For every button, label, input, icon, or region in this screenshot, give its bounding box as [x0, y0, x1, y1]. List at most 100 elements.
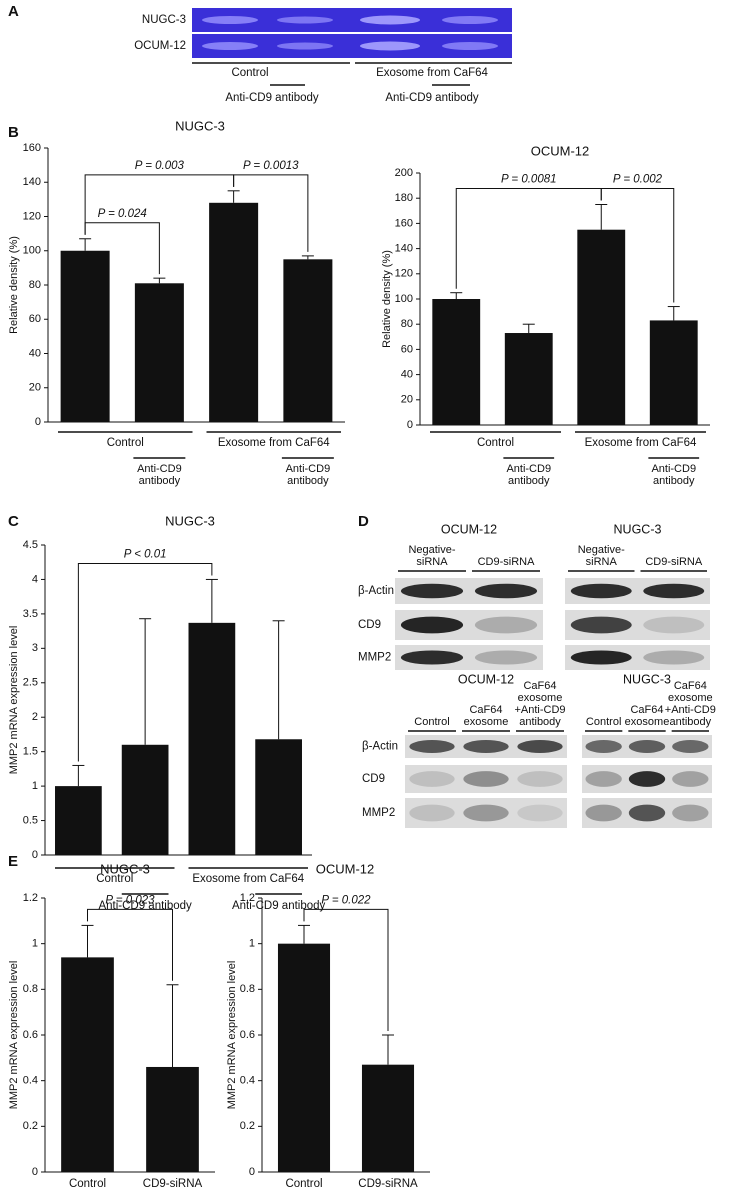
chart-title: NUGC-3	[165, 513, 215, 528]
y-tick-label: 0	[32, 1166, 38, 1178]
blot-band	[570, 583, 632, 599]
blot-column-label: CaF64 exosome	[624, 704, 670, 728]
y-axis-title: MMP2 mRNA expression level	[226, 961, 238, 1110]
blot-column-label: CD9-siRNA	[477, 556, 535, 568]
significance-bracket	[455, 188, 602, 289]
x-tick-label: Control	[69, 1178, 106, 1190]
bar	[209, 202, 259, 422]
y-tick-label: 3	[32, 642, 38, 654]
group-label: Exosome from CaF64	[585, 437, 697, 449]
y-tick-label: 0	[407, 419, 413, 431]
y-tick-label: 0.4	[240, 1075, 255, 1087]
bar	[283, 259, 333, 422]
group-label: Exosome from CaF64	[192, 873, 304, 885]
blot-band	[463, 771, 509, 787]
significance-bracket	[84, 174, 235, 235]
blot-band	[400, 583, 464, 599]
blot-band	[672, 771, 709, 787]
panel-label: C	[8, 513, 19, 530]
group-label: Control	[477, 437, 514, 449]
y-tick-label: 180	[395, 192, 413, 204]
y-tick-label: 1	[249, 938, 255, 950]
blot-row-label: MMP2	[362, 807, 395, 819]
y-tick-label: 1.2	[240, 892, 255, 904]
blot-title: OCUM-12	[441, 522, 497, 536]
blot-band	[570, 650, 632, 665]
significance-bracket	[87, 908, 173, 981]
blot-band	[672, 740, 709, 753]
blot-row-label: β-Actin	[358, 585, 394, 597]
y-tick-label: 0.8	[23, 983, 38, 995]
y-tick-label: 200	[395, 167, 413, 179]
y-tick-label: 60	[29, 313, 41, 325]
chart-title: OCUM-12	[316, 861, 375, 876]
y-tick-label: 1	[32, 938, 38, 950]
blot-band	[517, 771, 563, 787]
bar	[577, 229, 626, 425]
blot-band	[643, 583, 705, 599]
blot-band	[628, 804, 666, 822]
bar	[134, 283, 184, 422]
y-tick-label: 0	[35, 416, 41, 428]
y-tick-label: 4	[32, 573, 38, 585]
x-tick-label: CD9-siRNA	[358, 1178, 418, 1190]
gel-row-label: NUGC-3	[142, 14, 186, 26]
panel-label: E	[8, 853, 18, 870]
bar	[649, 320, 698, 425]
treatment-label: Anti-CD9 antibody	[651, 463, 697, 487]
y-tick-label: 140	[23, 176, 41, 188]
blot-band	[463, 740, 509, 753]
blot-band	[585, 771, 622, 787]
blot-band	[643, 650, 705, 665]
blot-band	[463, 804, 509, 822]
y-tick-label: 160	[395, 217, 413, 229]
y-tick-label: 20	[401, 394, 413, 406]
bar	[432, 299, 481, 425]
y-tick-label: 0.5	[23, 814, 38, 826]
blot-row-label: MMP2	[358, 652, 391, 664]
blot-column-label: CaF64 exosome	[463, 704, 509, 728]
group-label: Control	[107, 437, 144, 449]
blot-column-label: CaF64 exosome +Anti-CD9 antibody	[664, 680, 716, 728]
y-tick-label: 140	[395, 243, 413, 255]
treatment-label: Anti-CD9 antibody	[506, 463, 552, 487]
panel-label: D	[358, 513, 369, 530]
y-tick-label: 160	[23, 142, 41, 154]
blot-column-label: Negative-siRNA	[408, 544, 456, 568]
gel-treatment-label: Anti-CD9 antibody	[225, 92, 319, 104]
y-tick-label: 1.2	[23, 892, 38, 904]
blot-band	[570, 616, 632, 634]
bar	[146, 1066, 199, 1172]
group-label: Exosome from CaF64	[218, 437, 330, 449]
y-tick-label: 0.2	[23, 1120, 38, 1132]
blot-row-label: CD9	[362, 773, 385, 785]
y-tick-label: 40	[29, 347, 41, 359]
blot-column-label: Control	[414, 716, 450, 728]
bar	[61, 957, 114, 1172]
y-axis-title: Relative density (%)	[381, 250, 393, 348]
blot-band	[517, 740, 563, 753]
p-value: P = 0.0081	[501, 174, 557, 186]
y-tick-label: 120	[23, 210, 41, 222]
blot-band	[400, 616, 464, 634]
y-tick-label: 4.5	[23, 539, 38, 551]
p-value: P = 0.003	[135, 160, 185, 172]
y-axis-title: MMP2 mRNA expression level	[8, 626, 20, 775]
treatment-label: Anti-CD9 antibody	[137, 463, 182, 487]
blot-band	[585, 740, 622, 753]
blot-band	[474, 616, 538, 634]
gel-treatment-label: Anti-CD9 antibody	[385, 92, 479, 104]
bar	[277, 943, 331, 1172]
y-tick-label: 0.4	[23, 1075, 38, 1087]
y-tick-label: 2.5	[23, 677, 38, 689]
bar	[188, 622, 236, 855]
y-tick-label: 20	[29, 382, 41, 394]
bar	[504, 333, 553, 425]
y-tick-label: 100	[395, 293, 413, 305]
y-tick-label: 0.6	[240, 1029, 255, 1041]
x-tick-label: Control	[285, 1178, 322, 1190]
y-tick-label: 0.8	[240, 983, 255, 995]
y-tick-label: 0.2	[240, 1120, 255, 1132]
blot-band	[643, 616, 705, 634]
